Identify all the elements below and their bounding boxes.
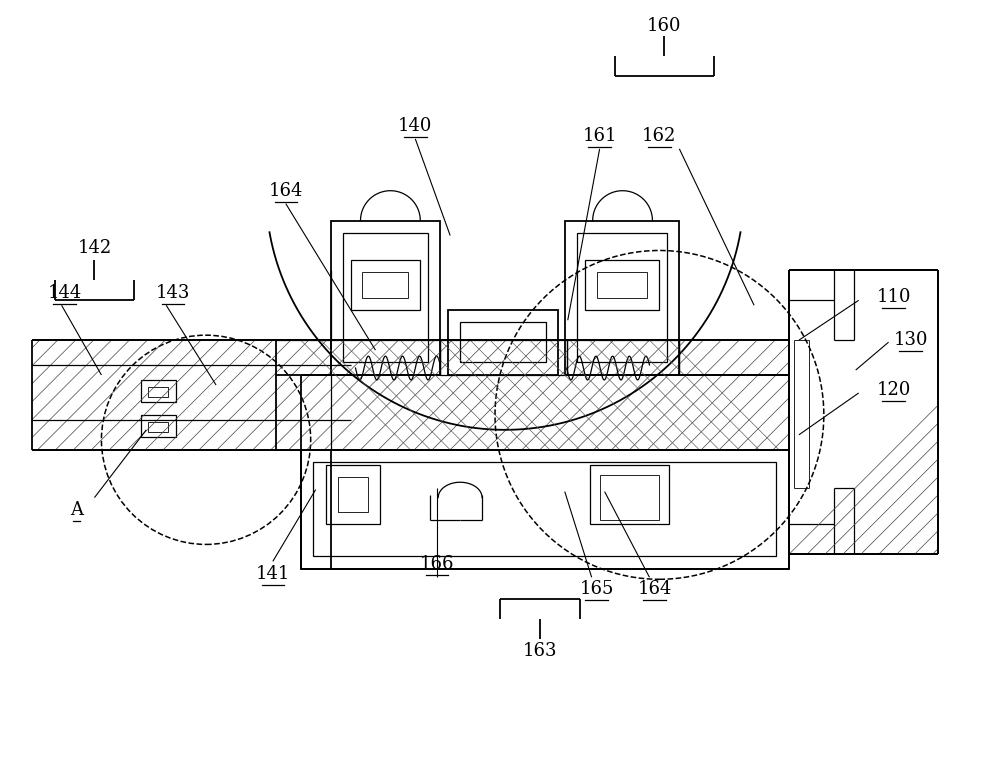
Text: 141: 141 — [256, 565, 290, 584]
Bar — [301, 450, 789, 569]
Bar — [326, 464, 380, 524]
Bar — [460, 322, 546, 362]
Text: 162: 162 — [642, 127, 677, 145]
Text: 164: 164 — [637, 581, 672, 598]
Bar — [148, 387, 168, 397]
Text: 160: 160 — [647, 17, 682, 35]
Bar — [141, 380, 176, 402]
Text: 164: 164 — [269, 181, 303, 200]
Bar — [577, 232, 667, 362]
Text: 130: 130 — [893, 331, 928, 349]
Bar — [338, 477, 368, 511]
Bar — [600, 474, 659, 520]
Text: 142: 142 — [77, 239, 112, 258]
Bar — [565, 221, 679, 375]
Bar — [148, 422, 168, 432]
Text: 163: 163 — [523, 642, 557, 660]
Bar — [597, 272, 647, 298]
Text: 120: 120 — [876, 381, 911, 399]
Bar — [351, 261, 420, 310]
Text: A: A — [70, 501, 83, 518]
Bar — [141, 415, 176, 437]
Text: 161: 161 — [582, 127, 617, 145]
Bar — [343, 232, 428, 362]
Text: 143: 143 — [156, 285, 190, 302]
Text: 110: 110 — [876, 288, 911, 306]
Bar — [590, 464, 669, 524]
Bar — [585, 261, 659, 310]
Bar — [448, 310, 558, 375]
Bar — [331, 221, 440, 375]
Text: 144: 144 — [47, 285, 82, 302]
Bar — [362, 272, 408, 298]
Text: 166: 166 — [420, 555, 454, 574]
Text: 140: 140 — [398, 117, 432, 135]
Text: 165: 165 — [579, 581, 614, 598]
Bar — [313, 461, 776, 557]
